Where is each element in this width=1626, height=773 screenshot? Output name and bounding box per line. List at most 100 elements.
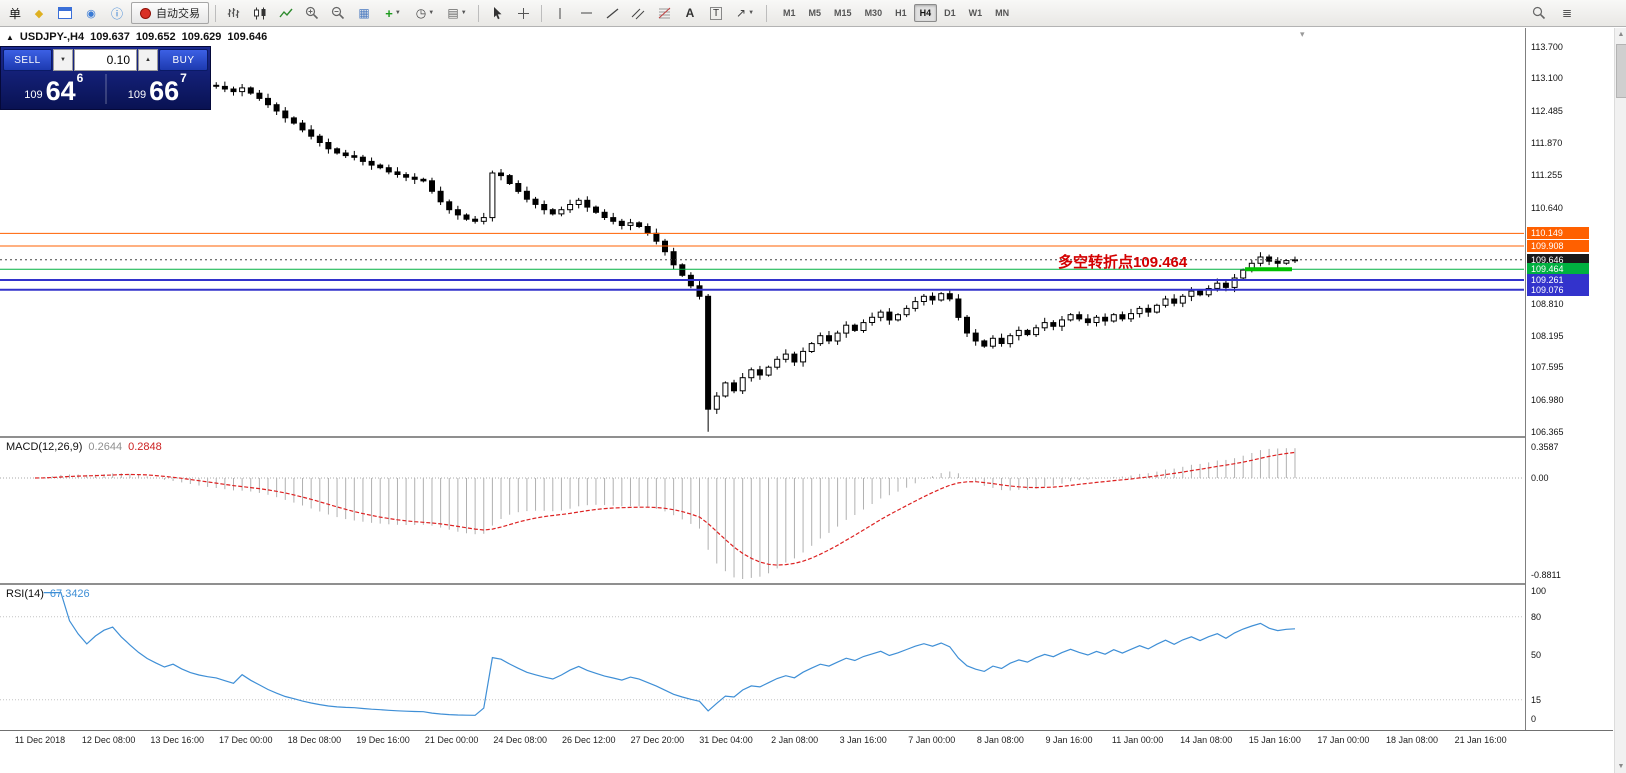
text-icon[interactable]: A <box>685 6 695 20</box>
time-axis-label: 21 Dec 00:00 <box>424 735 479 745</box>
price-level-badge: 109.261 <box>1527 274 1589 286</box>
price-axis-label: 113.700 <box>1531 42 1563 52</box>
time-axis-label: 26 Dec 12:00 <box>562 735 616 745</box>
candlestick-chart-icon[interactable] <box>248 2 272 24</box>
bar-chart-icon[interactable] <box>222 2 246 24</box>
buy-price-display[interactable]: 109 66 7 <box>107 71 209 107</box>
autotrading-label: 自动交易 <box>156 8 201 20</box>
info-icon[interactable]: ⓘ <box>111 6 124 21</box>
price-scale[interactable]: 113.700 113.100 112.485 111.870 111.255 110.6… <box>1525 28 1614 730</box>
time-axis-label: 19 Dec 16:00 <box>356 735 410 745</box>
order-menu-label[interactable]: 单 <box>9 6 22 21</box>
vertical-line-icon[interactable] <box>548 2 572 24</box>
lot-increment-button[interactable]: ▲ <box>138 49 158 71</box>
time-axis-label: 21 Jan 16:00 <box>1454 735 1507 745</box>
buy-button[interactable]: BUY <box>159 49 208 71</box>
price-axis-label: 106.365 <box>1531 427 1564 437</box>
macd-title: MACD(12,26,9) <box>6 441 83 453</box>
shapes-icon[interactable]: ↗ ▼ <box>736 6 755 20</box>
scrollbar-up-icon[interactable]: ▲ <box>1617 31 1625 38</box>
timeframe-button-mn[interactable]: MN <box>995 8 1010 18</box>
timeframe-button-w1[interactable]: W1 <box>968 8 983 18</box>
pane-separator[interactable] <box>0 583 1613 585</box>
time-axis-label: 12 Dec 08:00 <box>81 735 136 745</box>
autotrading-button[interactable]: 自动交易 <box>131 2 210 24</box>
text-label-icon[interactable]: T <box>704 2 728 24</box>
fibonacci-icon[interactable] <box>652 2 676 24</box>
macd-indicator-pane[interactable] <box>0 438 1524 583</box>
time-axis-label: 11 Jan 00:00 <box>1111 735 1164 745</box>
toolbar: 单 ◆ ◉ ⓘ 自动交易 ▦ + ▼ ◷ ▼ ▤ ▼ <box>0 0 1626 27</box>
toolbar-separator <box>478 4 480 22</box>
new-order-icon[interactable]: ◆ <box>34 7 44 20</box>
price-divider <box>104 74 107 104</box>
tile-windows-icon[interactable]: ▦ <box>358 6 370 20</box>
time-axis-label: 11 Dec 2018 <box>14 735 66 745</box>
macd-main-value: 0.2644 <box>88 441 123 453</box>
price-axis-label: 108.195 <box>1531 330 1564 341</box>
rsi-axis-label: 0 <box>1531 714 1537 724</box>
scrollbar-thumb[interactable] <box>1616 44 1626 98</box>
zoom-out-icon[interactable] <box>326 2 350 24</box>
macd-axis-label: -0.8811 <box>1531 570 1561 580</box>
layout-panels-icon[interactable]: ≣ <box>1561 6 1573 20</box>
toolbar-separator <box>766 4 768 22</box>
timeframe-button-m1[interactable]: M1 <box>783 8 796 18</box>
price-axis-label: 108.810 <box>1531 298 1564 309</box>
price-level-badge: 110.149 <box>1527 227 1589 240</box>
lot-size-input[interactable] <box>74 49 137 71</box>
trendline-icon[interactable] <box>600 2 624 24</box>
time-axis-label: 8 Jan 08:00 <box>976 735 1024 745</box>
periods-icon[interactable]: ◷ ▼ <box>415 6 435 20</box>
ohlc-close: 109.646 <box>227 31 268 43</box>
toolbar-separator <box>541 4 543 22</box>
pane-separator[interactable] <box>0 436 1613 438</box>
templates-icon[interactable]: ▤ ▼ <box>447 6 467 20</box>
price-level-badge: 109.076 <box>1527 283 1589 296</box>
toolbar-right-group: ≣ <box>1527 2 1579 24</box>
cursor-icon[interactable] <box>485 2 509 24</box>
ohlc-open: 109.637 <box>90 31 130 43</box>
candlestick-chart[interactable] <box>0 28 1524 436</box>
scrollbar-down-icon[interactable]: ▼ <box>1617 763 1625 770</box>
price-axis-label: 107.595 <box>1531 362 1564 373</box>
time-axis-label: 2 Jan 08:00 <box>771 735 819 745</box>
timeframe-button-m15[interactable]: M15 <box>834 8 852 18</box>
toolbar-separator <box>215 4 217 22</box>
line-chart-icon[interactable] <box>274 2 298 24</box>
sell-price-major: 109 <box>24 89 43 101</box>
time-axis-label: 15 Jan 16:00 <box>1248 735 1301 745</box>
price-axis-label: 113.100 <box>1531 73 1563 84</box>
timeframe-button-d1[interactable]: D1 <box>944 8 956 18</box>
timeframe-button-h1[interactable]: H1 <box>895 8 907 18</box>
pivot-annotation: 多空转折点109.464 <box>1058 254 1188 271</box>
channel-icon[interactable] <box>626 2 650 24</box>
crosshair-icon[interactable] <box>511 2 535 24</box>
ohlc-low: 109.629 <box>181 31 222 43</box>
zoom-in-icon[interactable] <box>300 2 324 24</box>
buy-price-major: 109 <box>127 89 147 101</box>
sell-button[interactable]: SELL <box>3 49 52 71</box>
rsi-axis-label: 50 <box>1531 650 1542 661</box>
timeframe-button-h4[interactable]: H4 <box>913 4 938 22</box>
rsi-axis-label: 15 <box>1531 694 1542 705</box>
price-axis-label: 106.980 <box>1531 394 1564 405</box>
timeframe-button-m30[interactable]: M30 <box>864 8 883 18</box>
current-price-badge: 109.646 <box>1527 253 1589 266</box>
horizontal-line-icon[interactable] <box>574 2 598 24</box>
search-icon[interactable] <box>1527 2 1551 24</box>
timeframe-button-m5[interactable]: M5 <box>808 8 822 18</box>
symbol-period-label: USDJPY-,H4 <box>19 31 85 43</box>
sell-price-point: 6 <box>76 71 84 85</box>
sell-price-display[interactable]: 109 64 6 <box>3 71 105 107</box>
lot-decrement-button[interactable]: ▼ <box>53 49 73 71</box>
rsi-indicator-pane[interactable] <box>0 585 1524 730</box>
price-level-badge: 109.908 <box>1527 240 1589 253</box>
profiles-icon[interactable]: ◉ <box>86 7 96 20</box>
macd-axis-label: 0.3587 <box>1531 442 1559 452</box>
indicators-icon[interactable]: + ▼ <box>385 5 401 21</box>
vertical-scrollbar[interactable]: ▲ ▼ <box>1614 28 1626 773</box>
time-axis[interactable]: 11 Dec 2018 12 Dec 08:00 13 Dec 16:00 17 De… <box>0 731 1525 773</box>
new-chart-icon[interactable] <box>53 2 77 24</box>
